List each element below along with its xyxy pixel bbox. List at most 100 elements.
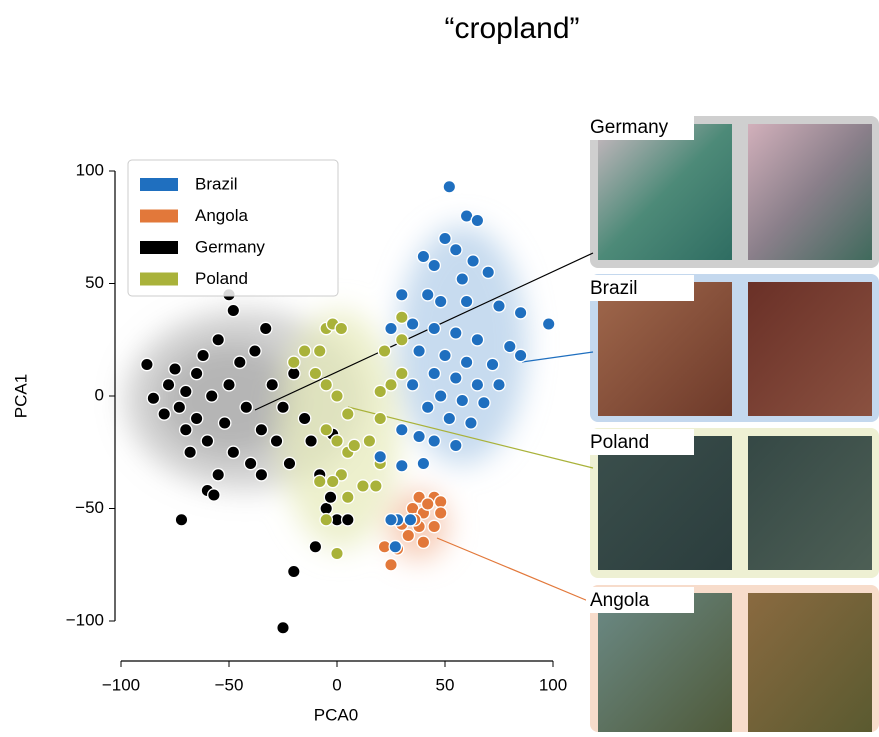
point [460, 356, 472, 368]
point [277, 622, 289, 634]
y-tick-label: 0 [95, 385, 104, 404]
point [197, 349, 209, 361]
point [173, 401, 185, 413]
point [277, 401, 289, 413]
point [389, 541, 401, 553]
point [324, 491, 336, 503]
point [422, 289, 434, 301]
point [184, 446, 196, 458]
point [175, 514, 187, 526]
legend: Brazil Angola Germany Poland [128, 160, 338, 296]
point [404, 514, 416, 526]
point [331, 547, 343, 559]
panels [590, 116, 879, 732]
point [396, 367, 408, 379]
point [206, 390, 218, 402]
y-tick-label: 100 [76, 160, 104, 179]
point [357, 480, 369, 492]
point [288, 356, 300, 368]
panel-label: Angola [590, 590, 650, 611]
point [374, 385, 386, 397]
point [450, 244, 462, 256]
point [434, 390, 446, 402]
point [413, 345, 425, 357]
point [396, 334, 408, 346]
x-tick-label: 50 [436, 675, 455, 694]
point [443, 412, 455, 424]
point [456, 394, 468, 406]
point [212, 469, 224, 481]
point [385, 559, 397, 571]
y-tick-label: −100 [66, 610, 104, 629]
point [434, 507, 446, 519]
image [748, 124, 872, 260]
legend-label: Brazil [195, 174, 238, 193]
point [471, 379, 483, 391]
point [514, 307, 526, 319]
point [374, 412, 386, 424]
image [748, 282, 872, 416]
legend-swatch [140, 178, 178, 191]
x-axis-label: PCA0 [314, 705, 358, 724]
point [482, 266, 494, 278]
point [147, 392, 159, 404]
point [201, 435, 213, 447]
point [422, 401, 434, 413]
point [385, 379, 397, 391]
point [240, 401, 252, 413]
point [266, 379, 278, 391]
connector [437, 538, 593, 603]
point [493, 300, 505, 312]
image [598, 282, 732, 416]
x-tick-label: 0 [332, 675, 341, 694]
image [748, 436, 872, 570]
point [406, 318, 418, 330]
point [402, 529, 414, 541]
chart: “cropland” PCA0 PCA1 −100−50050100−100−5… [0, 0, 879, 732]
point [208, 489, 220, 501]
point [471, 214, 483, 226]
point [320, 424, 332, 436]
legend-label: Poland [195, 269, 248, 288]
connector [522, 352, 593, 362]
point [234, 356, 246, 368]
point [158, 408, 170, 420]
point [493, 379, 505, 391]
point [471, 334, 483, 346]
point [406, 379, 418, 391]
point [396, 460, 408, 472]
point [467, 255, 479, 267]
point [255, 469, 267, 481]
point [314, 345, 326, 357]
point [320, 514, 332, 526]
legend-label: Germany [195, 237, 265, 256]
point [428, 520, 440, 532]
point [305, 435, 317, 447]
point [514, 349, 526, 361]
point [223, 379, 235, 391]
point [478, 397, 490, 409]
point [298, 345, 310, 357]
point [227, 304, 239, 316]
point [443, 181, 455, 193]
chart-title: “cropland” [444, 12, 579, 45]
point [378, 345, 390, 357]
point [428, 259, 440, 271]
point [342, 491, 354, 503]
point [335, 322, 347, 334]
point [255, 424, 267, 436]
point [288, 367, 300, 379]
point [342, 408, 354, 420]
point [169, 363, 181, 375]
point [180, 424, 192, 436]
point [428, 367, 440, 379]
point [434, 295, 446, 307]
x-tick-label: 100 [539, 675, 567, 694]
legend-label: Angola [195, 206, 248, 225]
point [434, 496, 446, 508]
point [450, 372, 462, 384]
point [331, 390, 343, 402]
point [180, 385, 192, 397]
point [348, 439, 360, 451]
point [309, 541, 321, 553]
